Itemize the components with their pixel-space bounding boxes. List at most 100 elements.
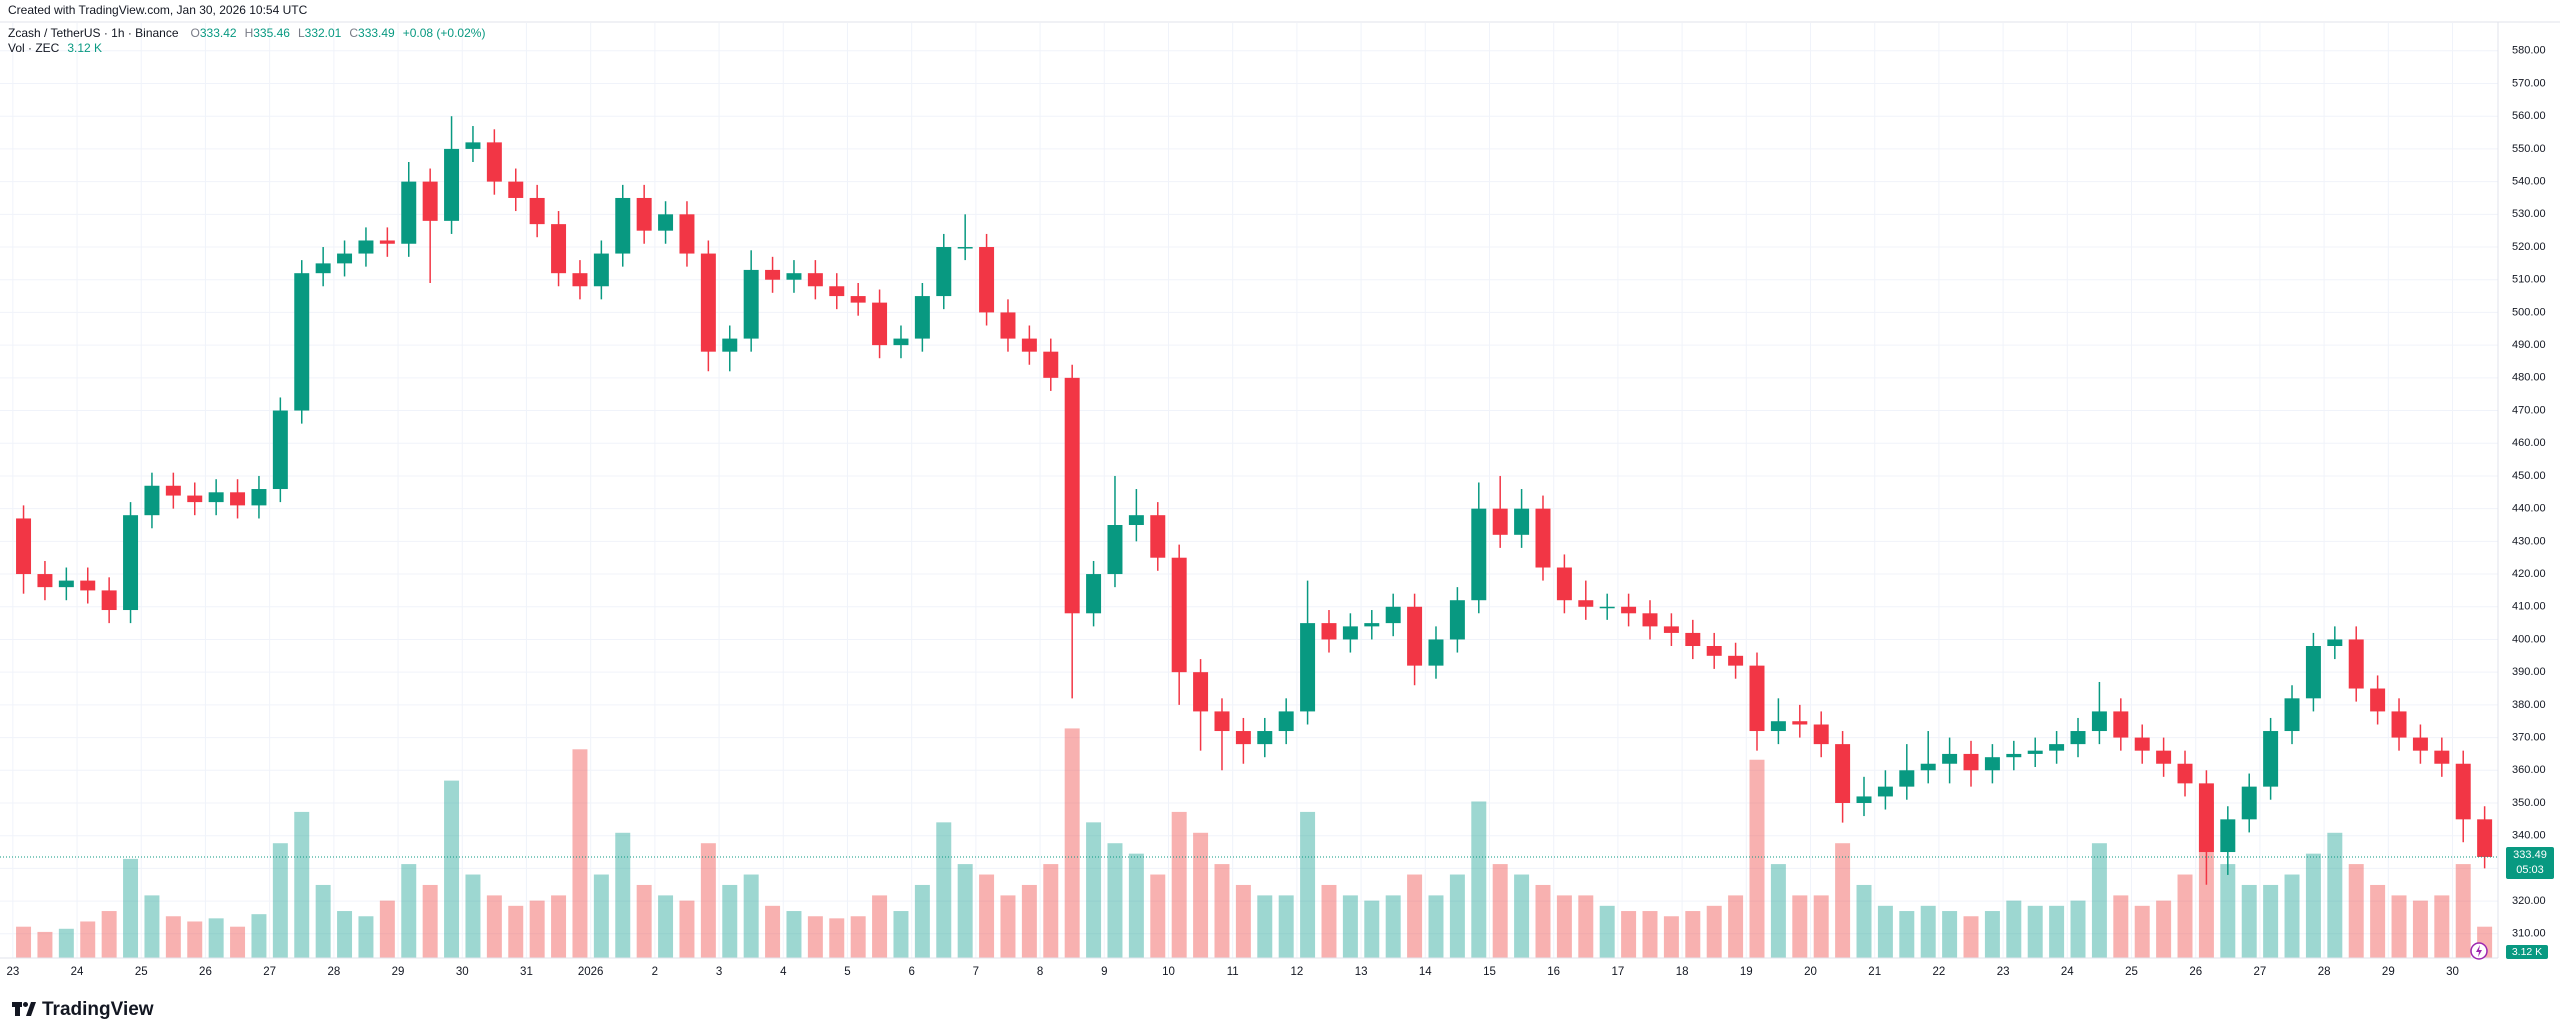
volume-bar	[2348, 864, 2364, 958]
volume-bar	[2070, 900, 2086, 958]
candle-body	[1128, 515, 1144, 526]
candle-body	[1043, 351, 1059, 378]
x-tick-label: 19	[1740, 966, 1753, 978]
candle-body	[615, 197, 631, 254]
x-tick-label: 9	[1101, 966, 1107, 978]
candle-body	[315, 263, 331, 274]
candle-body	[1963, 753, 1979, 771]
volume-bar	[1514, 874, 1530, 958]
volume-bar	[1813, 895, 1829, 958]
volume-bar	[230, 926, 246, 958]
candle-body	[658, 214, 674, 231]
volume-bar	[1235, 884, 1251, 958]
volume-bar	[1407, 874, 1423, 958]
volume-bar	[1214, 864, 1230, 958]
candle-body	[444, 148, 460, 221]
candle-body	[2049, 744, 2065, 751]
volume-bar	[1728, 895, 1744, 958]
volume-bar	[1064, 728, 1080, 958]
volume-bar	[358, 916, 374, 958]
volume-bar	[1578, 895, 1594, 958]
candle-body	[765, 269, 781, 280]
y-tick-label: 410.00	[2512, 601, 2546, 613]
countdown-label: 05:03	[2516, 864, 2544, 876]
candle-body	[1920, 763, 1936, 771]
candle-body	[1321, 623, 1337, 640]
lightning-icon	[2470, 942, 2488, 960]
volume-bar	[1193, 832, 1209, 958]
volume-bar	[679, 900, 695, 958]
x-tick-label: 17	[1611, 966, 1624, 978]
y-tick-label: 520.00	[2512, 241, 2546, 253]
candle-body	[2027, 750, 2043, 754]
caption: Created with TradingView.com, Jan 30, 20…	[8, 3, 308, 17]
volume-bar	[422, 884, 438, 958]
volume-bar	[486, 895, 502, 958]
volume-bar	[936, 822, 952, 958]
x-tick-label: 20	[1804, 966, 1817, 978]
y-tick-label: 390.00	[2512, 666, 2546, 678]
candle-body	[850, 296, 866, 303]
x-tick-label: 2026	[578, 966, 604, 978]
ohlc-name: L	[298, 26, 305, 40]
x-tick-label: 11	[1227, 966, 1239, 978]
volume-bar	[636, 884, 652, 958]
volume-bar	[101, 911, 117, 958]
volume-bar	[2177, 874, 2193, 958]
candle-body	[2241, 786, 2257, 820]
y-tick-label: 450.00	[2512, 470, 2546, 482]
x-tick-label: 25	[2125, 966, 2138, 978]
candle-body	[1749, 665, 1765, 732]
candle-body	[2477, 819, 2493, 857]
candle-body	[1621, 606, 1637, 614]
volume-bar	[1984, 911, 2000, 958]
x-tick-label: 2	[652, 966, 658, 978]
y-tick-label: 580.00	[2512, 45, 2546, 57]
candle-body	[251, 489, 267, 506]
candle-body	[1300, 623, 1316, 712]
candle-body	[1556, 567, 1572, 601]
volume-bar	[272, 843, 288, 958]
last-price-box	[2506, 846, 2554, 879]
volume-bar	[1856, 884, 1872, 958]
volume-bar	[1899, 911, 1915, 958]
candle-body	[1813, 724, 1829, 745]
last-price-label: 333.49	[2513, 849, 2547, 861]
candle-body	[1877, 786, 1893, 797]
volume-bar	[1792, 895, 1808, 958]
volume-bar	[807, 916, 823, 958]
candle-body	[2198, 783, 2214, 853]
candle-body	[1407, 606, 1423, 666]
volume-bar	[1963, 916, 1979, 958]
candle-body	[572, 273, 588, 287]
volume-bar	[743, 874, 759, 958]
volume-bar	[315, 884, 331, 958]
candle-body	[593, 253, 609, 287]
x-tick-label: 23	[6, 966, 19, 978]
volume-bar	[444, 780, 460, 958]
candle-body	[16, 518, 32, 575]
ohlc-value: 332.01	[305, 26, 342, 40]
volume-bar	[1342, 895, 1358, 958]
candle-body	[294, 273, 310, 411]
volume-bar	[1449, 874, 1465, 958]
x-tick-label: 27	[263, 966, 276, 978]
volume-bar	[1086, 822, 1102, 958]
candle-body	[1942, 753, 1958, 764]
ohlc-name: H	[245, 26, 254, 40]
candle-body	[679, 214, 695, 254]
volume-bar	[551, 895, 567, 958]
x-tick-label: 25	[135, 966, 148, 978]
candle-body	[358, 240, 374, 254]
candle-body	[2305, 646, 2321, 699]
candle-body	[1449, 600, 1465, 640]
volume-bar	[722, 884, 738, 958]
volume-bar	[829, 918, 845, 958]
candle-body	[337, 253, 353, 264]
y-tick-label: 400.00	[2512, 633, 2546, 645]
x-tick-label: 8	[1037, 966, 1043, 978]
x-tick-label: 30	[456, 966, 469, 978]
candle-body	[272, 410, 288, 490]
